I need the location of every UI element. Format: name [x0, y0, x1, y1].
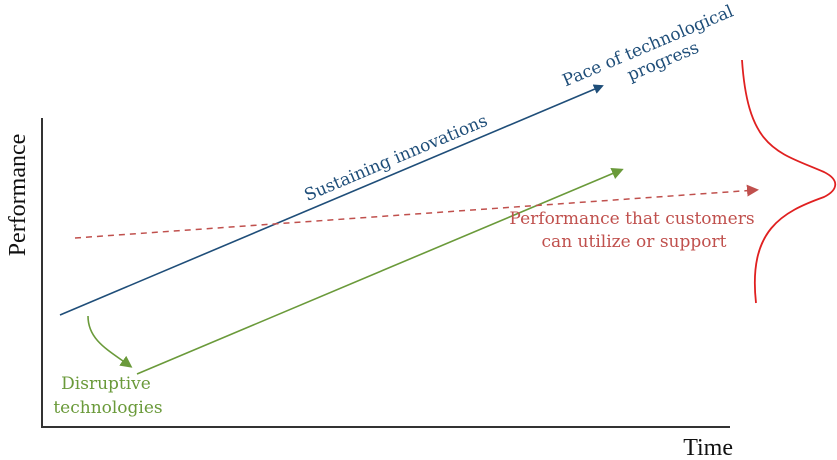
disruption-curve-arrow [87, 315, 133, 368]
sustaining-innovations-label: Sustaining innovations [302, 111, 491, 206]
customer-distribution-curve [741, 59, 837, 304]
pace-label-group: Pace of technological progress [560, 2, 737, 92]
customers-label-line1: Performance that customers [509, 209, 754, 229]
disruptive-label-line1: Disruptive [61, 374, 151, 394]
customer-performance-arrow [74, 184, 759, 239]
sustaining-innovations-arrow [59, 84, 604, 316]
disruptive-technologies-arrow [136, 167, 624, 375]
customers-label-line2: can utilize or support [542, 232, 727, 252]
y-axis-label: Performance [5, 134, 31, 257]
disruptive-label-line2: technologies [53, 398, 162, 418]
x-axis-label: Time [683, 435, 733, 460]
